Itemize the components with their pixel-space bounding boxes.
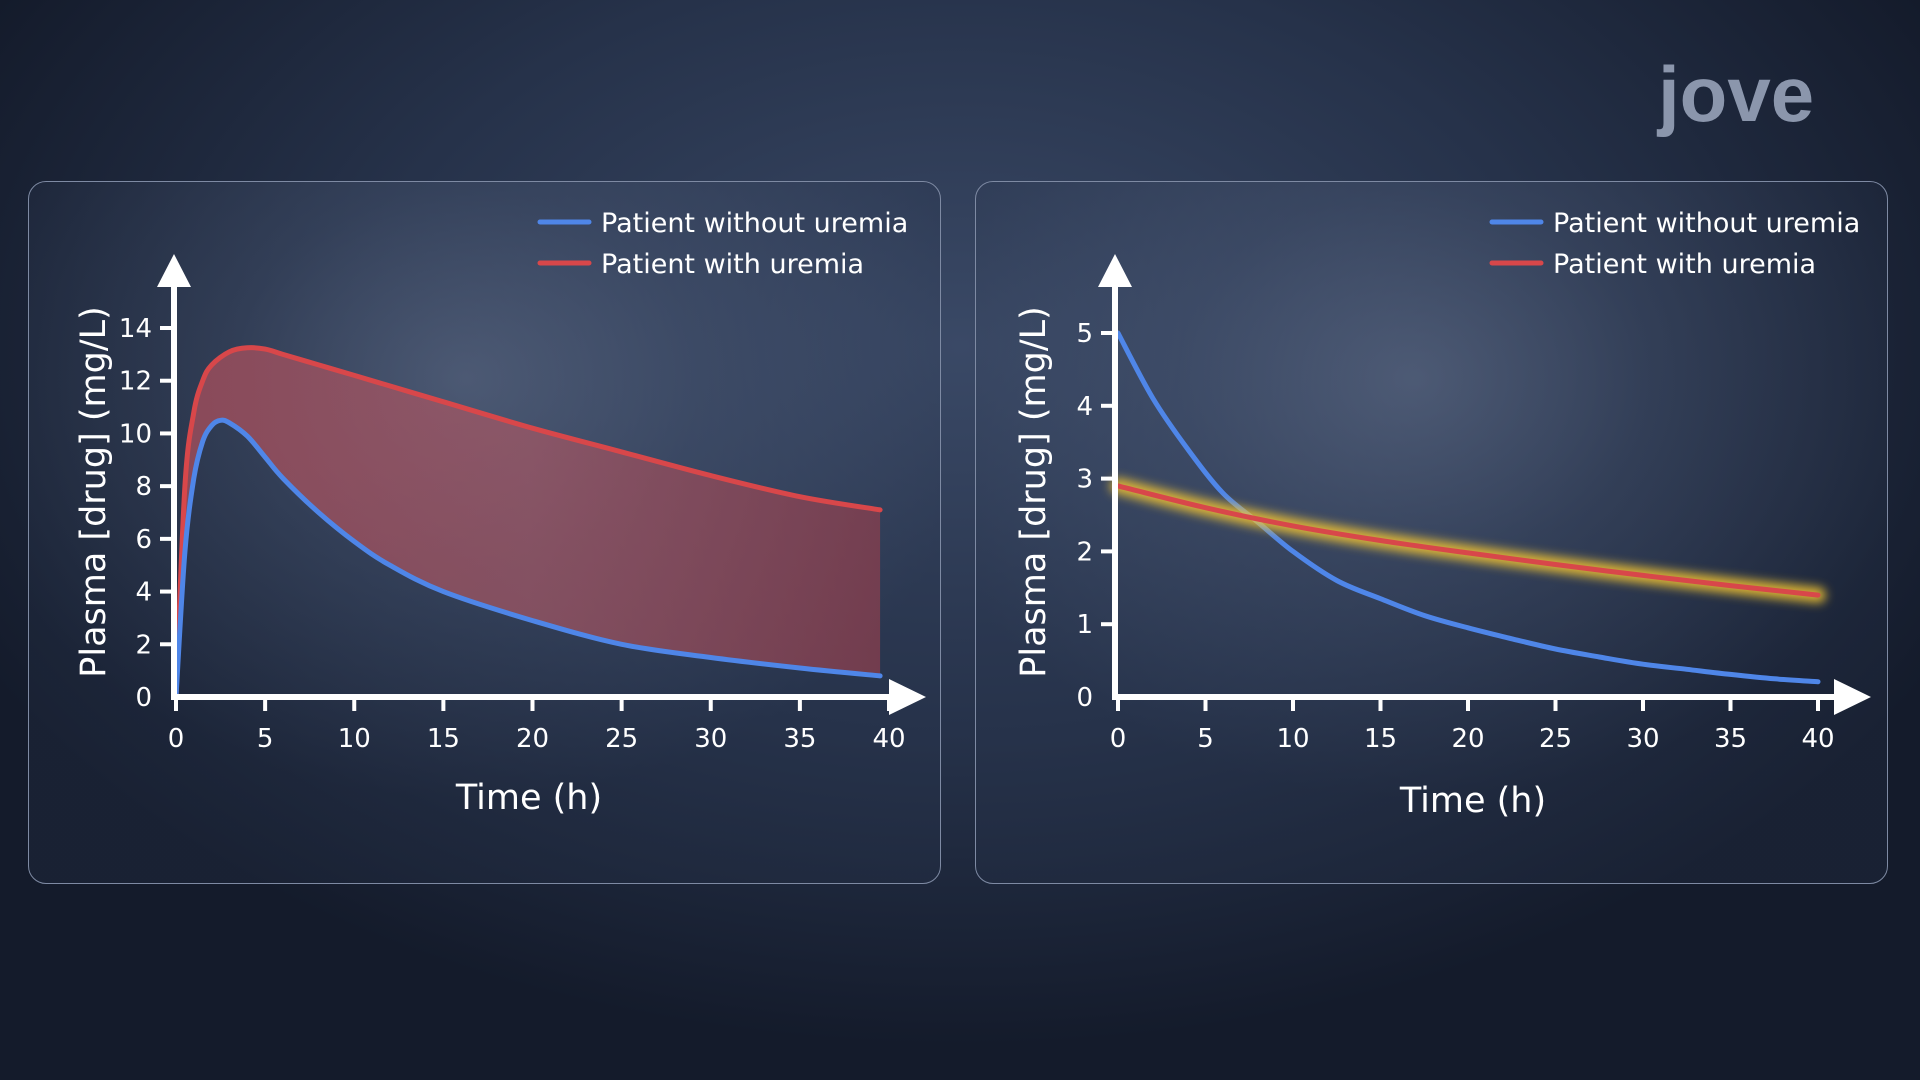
y-tick-label: 4 xyxy=(135,578,152,608)
legend-label-with-uremia: Patient with uremia xyxy=(1553,249,1816,280)
highlight-glow xyxy=(1110,477,1826,604)
x-axis-arrow xyxy=(889,679,926,715)
x-tick-label: 10 xyxy=(338,724,371,754)
logo-text: jove xyxy=(1656,55,1814,138)
chart-left: Patient without uremia Patient with urem… xyxy=(74,208,926,818)
x-axis-arrow xyxy=(1834,679,1871,715)
series-line-without-uremia xyxy=(173,417,883,700)
x-tick-label: 20 xyxy=(516,724,549,754)
x-axis-title: Time (h) xyxy=(455,778,602,818)
x-tick-label: 30 xyxy=(1626,724,1659,754)
legend: Patient without uremia Patient with urem… xyxy=(1489,208,1860,280)
y-tick-label: 1 xyxy=(1076,610,1093,640)
x-tick-label: 5 xyxy=(1197,724,1214,754)
chart-panel-right: Patient without uremia Patient with urem… xyxy=(975,181,1888,884)
x-tick-label: 35 xyxy=(1714,724,1747,754)
y-axis-arrow xyxy=(1098,254,1132,287)
y-axis-arrow xyxy=(157,254,191,287)
x-axis-title: Time (h) xyxy=(1399,781,1546,821)
y-ticks: 0 2 4 6 8 10 12 14 xyxy=(119,314,174,713)
x-tick-label: 20 xyxy=(1451,724,1484,754)
x-tick-label: 0 xyxy=(1110,724,1127,754)
y-tick-label: 2 xyxy=(135,630,152,660)
y-axis-title: Plasma [drug] (mg/L) xyxy=(74,306,114,678)
x-tick-label: 30 xyxy=(694,724,727,754)
y-tick-label: 6 xyxy=(135,525,152,555)
legend-label-with-uremia: Patient with uremia xyxy=(601,249,864,280)
x-ticks: 0 5 10 15 20 25 30 35 40 xyxy=(1110,697,1835,754)
y-tick-label: 8 xyxy=(135,472,152,502)
legend-label-without-uremia: Patient without uremia xyxy=(1553,208,1860,239)
series-line-without-uremia xyxy=(1115,330,1821,685)
axes xyxy=(1098,254,1871,715)
y-tick-label: 0 xyxy=(135,683,152,713)
y-axis-title: Plasma [drug] (mg/L) xyxy=(1014,306,1054,678)
series-line-with-uremia xyxy=(1115,483,1821,598)
chart-right: Patient without uremia Patient with urem… xyxy=(1014,208,1871,821)
y-tick-label: 12 xyxy=(119,367,152,397)
legend: Patient without uremia Patient with urem… xyxy=(537,208,908,280)
x-ticks: 0 5 10 15 20 25 30 35 40 xyxy=(168,697,906,754)
legend-label-without-uremia: Patient without uremia xyxy=(601,208,908,239)
y-tick-label: 0 xyxy=(1076,683,1093,713)
x-tick-label: 25 xyxy=(1539,724,1572,754)
y-tick-label: 5 xyxy=(1076,319,1093,349)
y-tick-label: 14 xyxy=(119,314,152,344)
series-line-with-uremia xyxy=(173,345,883,700)
x-tick-label: 40 xyxy=(872,724,905,754)
jove-logo: jove xyxy=(1656,55,1814,138)
x-tick-label: 10 xyxy=(1276,724,1309,754)
y-tick-label: 3 xyxy=(1076,465,1093,495)
y-tick-label: 4 xyxy=(1076,392,1093,422)
x-tick-label: 15 xyxy=(1364,724,1397,754)
x-tick-label: 5 xyxy=(257,724,274,754)
x-tick-label: 40 xyxy=(1801,724,1834,754)
x-tick-label: 25 xyxy=(605,724,638,754)
shaded-region xyxy=(176,347,881,697)
x-tick-label: 35 xyxy=(783,724,816,754)
y-tick-label: 2 xyxy=(1076,537,1093,567)
y-tick-label: 10 xyxy=(119,419,152,449)
y-ticks: 0 1 2 3 4 5 xyxy=(1076,319,1115,713)
x-tick-label: 15 xyxy=(427,724,460,754)
x-tick-label: 0 xyxy=(168,724,185,754)
chart-panel-left: Patient without uremia Patient with urem… xyxy=(28,181,941,884)
